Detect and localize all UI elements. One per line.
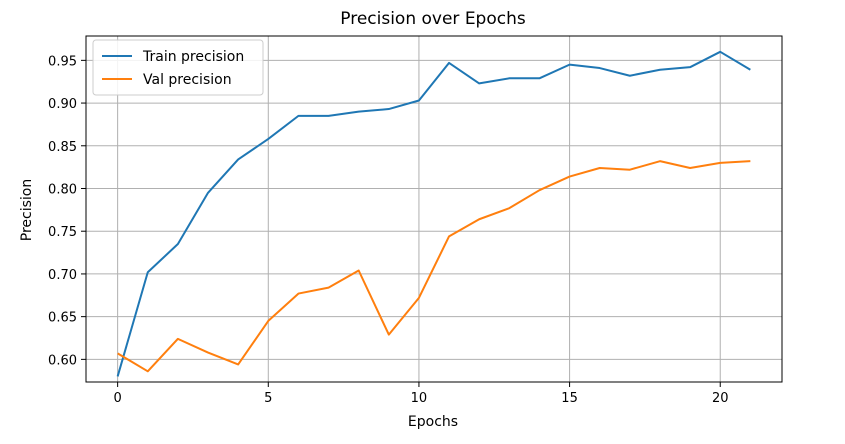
y-tick-label: 0.90 [48,97,77,112]
legend-label-train: Train precision [142,49,244,65]
x-axis-label: Epochs [408,414,458,430]
plot-area-frame [85,35,783,383]
legend-label-val: Val precision [143,72,232,88]
chart-title: Precision over Epochs [340,9,526,29]
grid [86,36,782,382]
y-tick-label: 0.95 [48,54,77,69]
y-tick-label: 0.75 [48,225,77,240]
y-axis-label: Precision [19,179,35,241]
x-tick-label: 0 [113,391,121,406]
y-tick-label: 0.85 [48,140,77,155]
y-tick-label: 0.65 [48,311,77,326]
legend: Train precision Val precision [92,39,264,96]
y-tick-label: 0.80 [48,182,77,197]
x-tick-label: 15 [561,391,578,406]
x-tick-label: 10 [411,391,428,406]
x-tick-label: 5 [264,391,272,406]
x-tick-label: 20 [712,391,729,406]
legend-box [92,39,264,96]
y-tick-label: 0.70 [48,268,77,283]
y-tick-label: 0.60 [48,353,77,368]
x-axis-ticks: 0 5 10 15 20 [113,382,729,406]
y-axis-ticks: 0.60 0.65 0.70 0.75 0.80 0.85 0.90 0.95 [48,54,86,368]
train-precision-line [116,50,751,377]
series-lines [116,50,751,377]
val-precision-line [117,160,751,373]
